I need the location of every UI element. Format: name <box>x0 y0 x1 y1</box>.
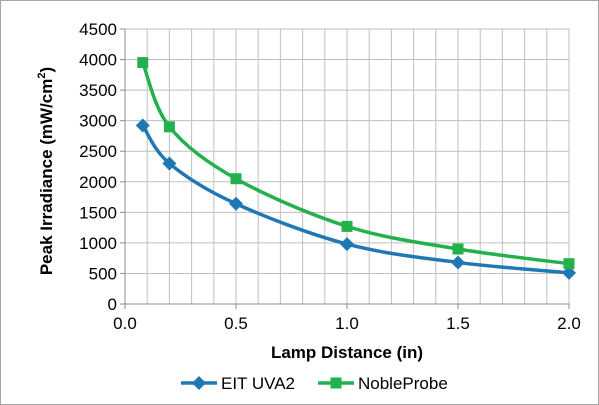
y-tick-label: 2500 <box>79 142 117 161</box>
grid <box>124 28 570 305</box>
y-tick-label: 3500 <box>79 81 117 100</box>
y-axis-title: Peak Irradiance (mW/cm2) <box>36 67 56 275</box>
data-point-nobleprobe <box>563 258 575 270</box>
legend-item-eit-uva2: EIT UVA2 <box>181 374 295 393</box>
legend-label: NobleProbe <box>358 374 448 393</box>
y-tick-label: 2000 <box>79 173 117 192</box>
x-tick-label: 2.0 <box>557 314 581 333</box>
y-tick-label: 1500 <box>79 203 117 222</box>
series-layer <box>135 57 576 280</box>
data-point-eit-uva2 <box>229 196 243 211</box>
y-tick-label: 4000 <box>79 51 117 70</box>
y-tick-label: 3000 <box>79 112 117 131</box>
y-tick-labels: 0 500 1000 1500 2000 2500 3000 3500 4000 4500 <box>79 20 117 314</box>
data-point-eit-uva2 <box>135 118 150 133</box>
legend-marker <box>330 377 342 389</box>
x-axis-title: Lamp Distance (in) <box>271 343 423 362</box>
legend-label: EIT UVA2 <box>221 374 295 393</box>
y-axis-title-tail: ) <box>37 67 56 73</box>
y-tick-label: 500 <box>89 264 117 283</box>
y-tick-label: 1000 <box>79 234 117 253</box>
x-tick-label: 1.5 <box>446 314 470 333</box>
data-point-nobleprobe <box>341 220 353 232</box>
y-axis-title-superscript: 2 <box>36 73 48 79</box>
legend-item-nobleprobe: NobleProbe <box>318 374 448 393</box>
y-tick-label: 0 <box>108 295 117 314</box>
y-axis-title-main: Peak Irradiance (mW/cm <box>37 79 56 276</box>
data-point-eit-uva2 <box>162 156 177 171</box>
series-line-eit-uva2 <box>141 124 570 275</box>
data-point-eit-uva2 <box>340 237 354 252</box>
data-point-nobleprobe <box>137 57 149 69</box>
data-point-nobleprobe <box>452 243 464 255</box>
data-point-nobleprobe <box>163 121 175 133</box>
legend-marker <box>192 376 206 390</box>
axes <box>120 28 570 309</box>
x-tick-labels: 0.0 0.5 1.0 1.5 2.0 <box>113 314 581 333</box>
x-tick-label: 0.5 <box>224 314 248 333</box>
data-point-eit-uva2 <box>562 265 576 280</box>
data-point-nobleprobe <box>230 173 242 185</box>
data-point-eit-uva2 <box>451 255 465 270</box>
x-tick-label: 1.0 <box>335 314 359 333</box>
y-tick-label: 4500 <box>79 20 117 39</box>
x-tick-label: 0.0 <box>113 314 137 333</box>
legend: EIT UVA2 NobleProbe <box>181 374 448 393</box>
series-line-nobleprobe <box>141 61 570 266</box>
